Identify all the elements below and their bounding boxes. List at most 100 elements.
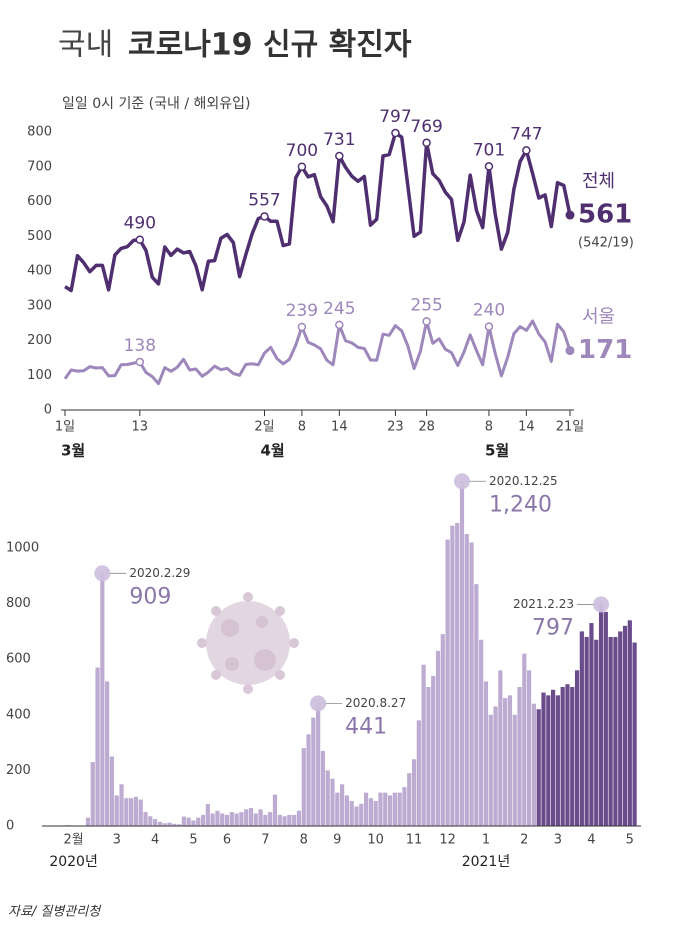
x-tick-label: 28: [418, 420, 435, 435]
y-tick-label: 300: [27, 298, 52, 313]
value-label: 138: [124, 336, 156, 356]
x-tick-label: 2: [520, 833, 528, 848]
bar: [632, 642, 637, 826]
x-tick-label: 5: [189, 833, 197, 848]
bar: [363, 792, 369, 826]
bar: [215, 810, 220, 826]
x-tick-label: 10: [367, 833, 384, 848]
bar: [574, 670, 580, 826]
legend-label: 전체: [582, 171, 615, 192]
month-label: 5월: [485, 442, 509, 460]
labeled-point: [135, 357, 145, 367]
bar: [527, 670, 532, 826]
bar: [618, 631, 623, 826]
bar: [282, 816, 287, 826]
bar: [272, 794, 278, 826]
bar: [445, 539, 450, 826]
bar: [402, 787, 407, 826]
title-prefix: 국내: [58, 28, 113, 63]
bar: [536, 709, 541, 826]
bar: [479, 639, 484, 826]
bar: [407, 773, 412, 826]
x-tick-label: 6: [223, 833, 231, 848]
bar: [493, 706, 498, 826]
labeled-point: [297, 162, 307, 171]
bar: [311, 717, 316, 826]
bar: [167, 822, 172, 826]
bar: [416, 720, 421, 826]
x-tick-label: 5: [626, 833, 634, 848]
virus-spike: [243, 592, 253, 602]
bar: [244, 809, 249, 826]
bar: [613, 636, 618, 826]
end-value-label: 171: [578, 335, 632, 365]
year-label: 2021년: [462, 854, 511, 870]
bar: [148, 816, 153, 826]
y-tick-label: 700: [27, 159, 52, 174]
bar: [594, 639, 599, 826]
labeled-point: [335, 151, 344, 161]
bar: [512, 714, 517, 826]
bar: [397, 792, 402, 826]
y-tick-label: 200: [27, 333, 52, 348]
x-tick-label: 3: [554, 833, 562, 848]
bar: [378, 792, 383, 826]
bar: [349, 800, 354, 826]
y-tick-label: 1000: [6, 541, 39, 556]
value-label: 239: [286, 301, 318, 321]
month-label: 3월: [61, 442, 85, 460]
bar: [560, 687, 565, 826]
bar: [421, 664, 426, 826]
annotation-dot: [310, 695, 327, 712]
bar: [383, 792, 388, 826]
legend-label: 서울: [582, 307, 615, 328]
end-point: [565, 210, 575, 220]
x-tick-label: 23: [387, 420, 404, 435]
bar: [292, 814, 297, 826]
bar: [109, 756, 115, 826]
end-note: (542/19): [578, 236, 634, 251]
subtitle: 일일 0시 기준 (국내 / 해외유입): [62, 96, 250, 112]
bar: [359, 803, 364, 826]
virus-spot: [256, 616, 268, 628]
x-tick-label: 13: [132, 420, 149, 435]
bar: [440, 634, 445, 826]
date-label: 2021.2.23: [513, 597, 574, 611]
bar: [172, 823, 177, 826]
x-tick-label: 1일: [55, 420, 75, 435]
bar: [306, 734, 311, 826]
bar: [330, 778, 335, 826]
bar: [253, 813, 258, 826]
date-label: 2020.12.25: [489, 474, 558, 488]
x-tick-label: 2월: [63, 833, 83, 848]
bar: [258, 809, 263, 826]
bar: [210, 813, 215, 826]
annotation-dot: [593, 596, 610, 613]
x-tick-label: 4: [151, 833, 159, 848]
y-tick-label: 200: [6, 763, 31, 778]
series-line: [63, 319, 572, 386]
y-tick-label: 500: [27, 229, 52, 244]
bar: [469, 542, 474, 826]
bar: [459, 481, 465, 826]
title: 코로나19 신규 확진자: [128, 28, 412, 63]
x-tick-label: 3: [113, 833, 121, 848]
bar: [507, 695, 513, 826]
bar: [287, 814, 292, 826]
bar: [589, 623, 594, 826]
bar: [498, 670, 503, 826]
value-label: 245: [323, 299, 355, 319]
bar: [277, 814, 282, 826]
value-label: 557: [248, 190, 280, 210]
bar: [105, 681, 110, 826]
bar: [181, 816, 186, 826]
bar: [85, 817, 91, 826]
bar: [603, 611, 608, 826]
bar: [320, 750, 326, 826]
y-tick-label: 100: [27, 368, 52, 383]
bar: [224, 814, 230, 826]
bar: [90, 762, 95, 826]
bar: [220, 813, 225, 826]
bar: [455, 522, 460, 826]
bar: [152, 819, 158, 826]
